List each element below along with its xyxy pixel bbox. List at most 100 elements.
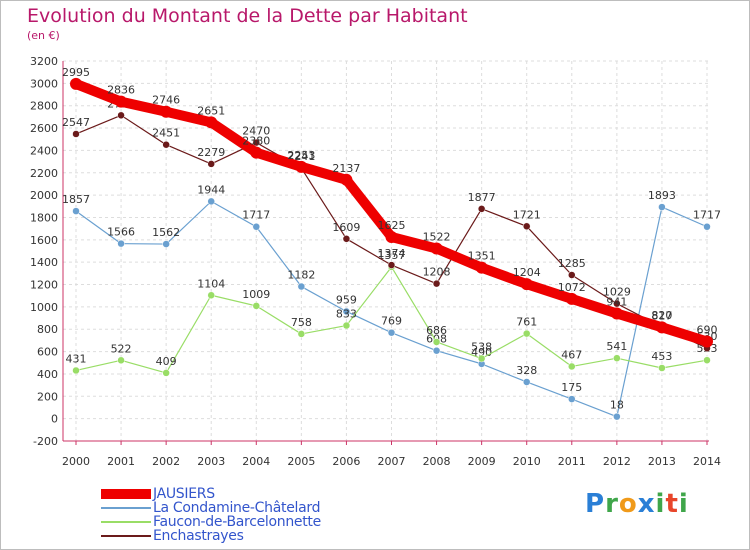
y-tick-label: 1800: [30, 211, 58, 224]
x-tick-label: 2005: [287, 455, 315, 468]
x-tick-label: 2003: [197, 455, 225, 468]
data-point-4: [613, 299, 621, 308]
data-point-1: [475, 261, 488, 274]
data-label-1: 2137: [332, 162, 360, 175]
data-point-1: [520, 278, 533, 291]
chart-subtitle: (en €): [27, 29, 60, 42]
data-point-2: [387, 328, 396, 337]
x-tick-label: 2004: [242, 455, 270, 468]
data-label-2: 1566: [107, 226, 135, 239]
data-point-1: [160, 105, 173, 118]
data-label-3: 538: [471, 341, 492, 354]
data-label-2: 1717: [242, 209, 270, 222]
legend-swatch-3: [101, 521, 151, 523]
proxiti-logo: Proxiti: [585, 489, 689, 519]
data-label-2: 1857: [62, 193, 90, 206]
data-label-4: 1029: [603, 286, 631, 299]
data-point-3: [432, 338, 441, 346]
y-tick-label: 3000: [30, 77, 58, 90]
x-tick-label: 2010: [513, 455, 541, 468]
data-label-4: 1877: [468, 191, 496, 204]
y-tick-label: 600: [37, 346, 58, 359]
data-point-3: [207, 291, 215, 300]
data-label-4: 1208: [423, 266, 451, 279]
x-tick-label: 2009: [468, 455, 496, 468]
data-label-3: 758: [291, 316, 312, 329]
x-tick-label: 2011: [558, 455, 586, 468]
legend-swatch-4: [101, 535, 151, 537]
y-tick-label: 2800: [30, 100, 58, 113]
data-label-1: 1204: [513, 266, 541, 279]
y-tick-label: 200: [37, 390, 58, 403]
data-label-3: 1009: [242, 288, 270, 301]
data-point-2: [432, 346, 441, 355]
x-tick-label: 2001: [107, 455, 135, 468]
data-point-2: [252, 222, 261, 231]
y-tick-label: 2000: [30, 189, 58, 202]
data-label-1: 2995: [62, 66, 90, 79]
data-point-1: [205, 116, 218, 129]
data-point-1: [295, 160, 308, 173]
y-tick-label: 2600: [30, 122, 58, 135]
data-point-1: [430, 242, 443, 255]
data-label-1: 2651: [197, 104, 225, 117]
data-label-4: 2470: [242, 125, 270, 138]
data-point-2: [72, 207, 80, 215]
data-label-3: 541: [606, 340, 627, 353]
data-label-4: 1609: [332, 221, 360, 234]
y-tick-label: 800: [37, 323, 58, 336]
data-label-3: 1104: [197, 277, 225, 290]
data-point-2: [117, 239, 125, 248]
y-tick-label: 1600: [30, 234, 58, 247]
y-tick-label: 400: [37, 368, 58, 381]
data-label-3: 431: [66, 352, 87, 365]
data-label-2: 1562: [152, 226, 180, 239]
data-label-2: 18: [610, 399, 624, 412]
legend-label-3: Faucon-de-Barcelonnette: [153, 514, 321, 530]
data-point-2: [613, 412, 621, 421]
data-label-2: 175: [561, 381, 582, 394]
data-point-4: [207, 160, 215, 168]
data-label-1: 2836: [107, 84, 135, 97]
data-label-1: 2253: [287, 149, 315, 162]
legend-label-4: Enchastrayes: [153, 528, 244, 544]
data-point-4: [252, 138, 261, 147]
y-tick-label: -200: [33, 435, 58, 448]
data-label-4: 2547: [62, 116, 90, 129]
data-label-3: 467: [561, 348, 582, 361]
x-tick-label: 2014: [693, 455, 721, 468]
data-label-4: 1721: [513, 208, 541, 221]
data-point-4: [387, 261, 396, 269]
data-point-3: [72, 366, 80, 375]
data-point-4: [522, 222, 531, 231]
data-point-1: [610, 307, 623, 320]
data-point-1: [115, 95, 128, 108]
data-point-4: [568, 271, 576, 279]
data-label-2: 328: [516, 364, 537, 377]
data-label-1: 1351: [468, 250, 496, 263]
data-point-2: [703, 222, 711, 231]
data-label-1: 941: [606, 295, 627, 308]
data-point-1: [340, 173, 353, 186]
data-label-2: 1182: [287, 269, 315, 282]
data-label-4: 1374: [378, 247, 406, 260]
x-tick-label: 2008: [423, 455, 451, 468]
data-point-1: [385, 231, 398, 244]
data-label-3: 833: [336, 308, 357, 321]
data-label-1: 817: [651, 309, 672, 322]
plot-background: [63, 61, 709, 441]
data-point-3: [477, 354, 486, 363]
legend-swatch-1: [101, 489, 151, 499]
data-label-1: 690: [697, 324, 718, 337]
x-tick-label: 2000: [62, 455, 90, 468]
data-point-1: [655, 321, 668, 334]
data-label-4: 2451: [152, 127, 180, 140]
data-point-2: [522, 378, 531, 386]
data-point-2: [207, 197, 215, 206]
x-tick-label: 2006: [332, 455, 360, 468]
data-label-3: 409: [156, 355, 177, 368]
data-point-4: [342, 235, 351, 243]
data-label-2: 959: [336, 293, 357, 306]
data-point-2: [658, 203, 666, 211]
